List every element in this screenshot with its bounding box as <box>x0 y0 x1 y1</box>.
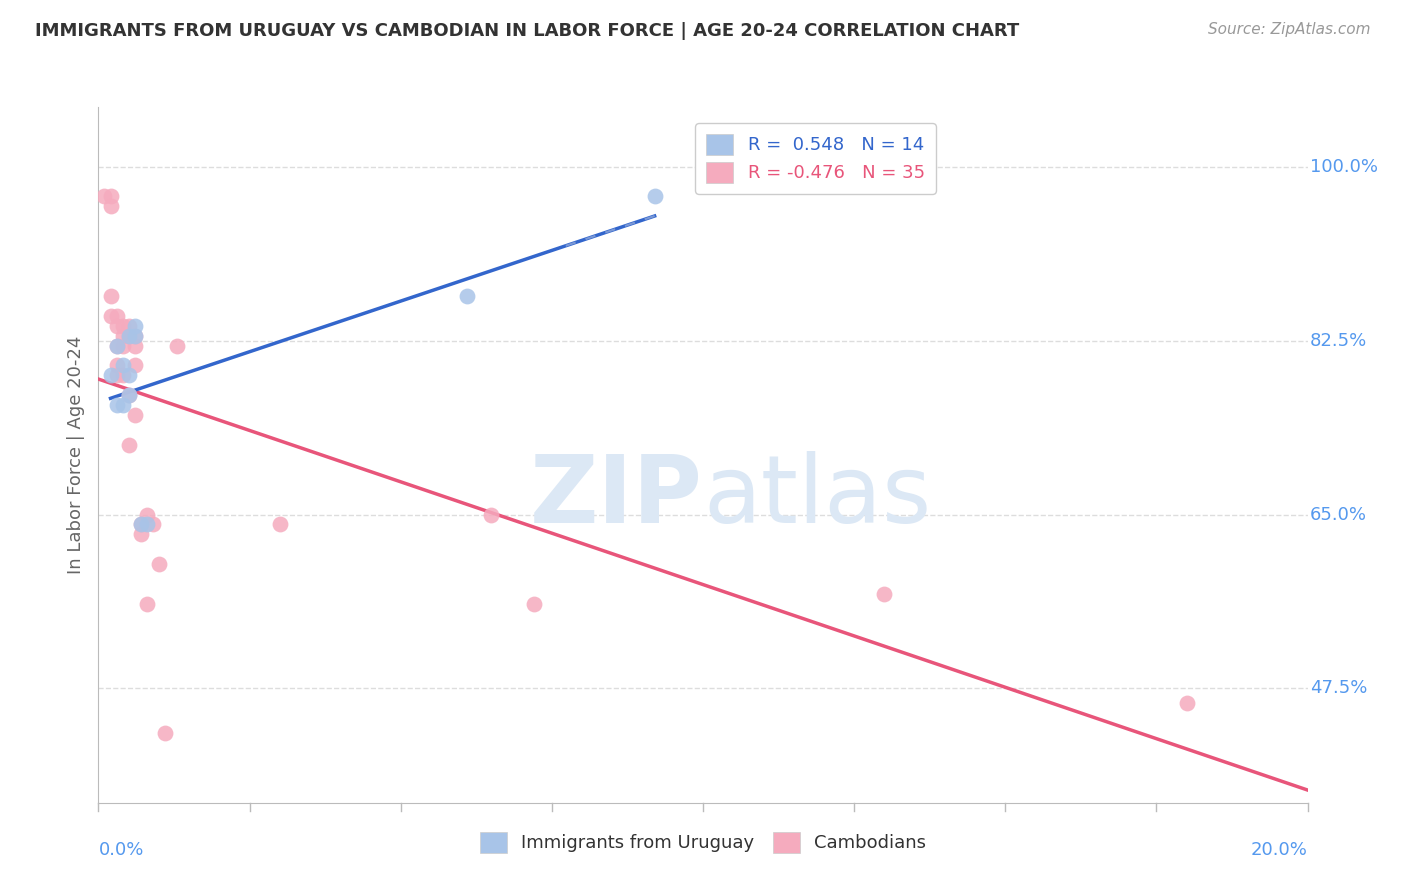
Point <box>135 517 157 532</box>
Point <box>481 508 503 522</box>
Point <box>153 726 176 740</box>
Text: 47.5%: 47.5% <box>1310 680 1368 698</box>
Point <box>118 388 141 402</box>
Point <box>166 338 188 352</box>
Point <box>105 398 128 412</box>
Text: 82.5%: 82.5% <box>1310 332 1367 350</box>
Point <box>129 517 152 532</box>
Point <box>111 359 134 373</box>
Point <box>105 368 128 383</box>
Point <box>124 318 146 333</box>
Point <box>118 438 141 452</box>
Point <box>100 368 122 383</box>
Point <box>129 527 152 541</box>
Point <box>105 309 128 323</box>
Legend: Immigrants from Uruguay, Cambodians: Immigrants from Uruguay, Cambodians <box>472 824 934 860</box>
Point <box>118 368 141 383</box>
Text: 20.0%: 20.0% <box>1251 841 1308 859</box>
Point <box>644 189 666 203</box>
Text: Source: ZipAtlas.com: Source: ZipAtlas.com <box>1208 22 1371 37</box>
Text: IMMIGRANTS FROM URUGUAY VS CAMBODIAN IN LABOR FORCE | AGE 20-24 CORRELATION CHAR: IMMIGRANTS FROM URUGUAY VS CAMBODIAN IN … <box>35 22 1019 40</box>
Point <box>111 338 134 352</box>
Point <box>1175 697 1198 711</box>
Text: 65.0%: 65.0% <box>1310 506 1367 524</box>
Y-axis label: In Labor Force | Age 20-24: In Labor Force | Age 20-24 <box>66 335 84 574</box>
Point <box>873 587 896 601</box>
Point <box>523 597 546 611</box>
Point <box>269 517 291 532</box>
Point <box>124 408 146 422</box>
Text: ZIP: ZIP <box>530 450 703 542</box>
Point <box>135 508 157 522</box>
Point <box>124 359 146 373</box>
Text: atlas: atlas <box>703 450 931 542</box>
Point <box>124 328 146 343</box>
Point <box>111 318 134 333</box>
Text: 100.0%: 100.0% <box>1310 158 1378 176</box>
Point <box>118 388 141 402</box>
Point <box>124 338 146 352</box>
Point <box>124 328 146 343</box>
Point <box>111 398 134 412</box>
Point <box>456 289 478 303</box>
Text: 0.0%: 0.0% <box>98 841 143 859</box>
Point <box>129 517 152 532</box>
Point <box>105 318 128 333</box>
Point <box>118 328 141 343</box>
Point <box>118 318 141 333</box>
Point <box>135 597 157 611</box>
Point <box>105 359 128 373</box>
Point <box>93 189 115 203</box>
Point <box>105 338 128 352</box>
Point <box>100 199 122 213</box>
Point <box>100 289 122 303</box>
Point <box>100 309 122 323</box>
Point <box>105 338 128 352</box>
Point <box>100 189 122 203</box>
Point <box>148 558 170 572</box>
Point <box>111 368 134 383</box>
Point <box>118 328 141 343</box>
Point <box>142 517 165 532</box>
Point <box>111 328 134 343</box>
